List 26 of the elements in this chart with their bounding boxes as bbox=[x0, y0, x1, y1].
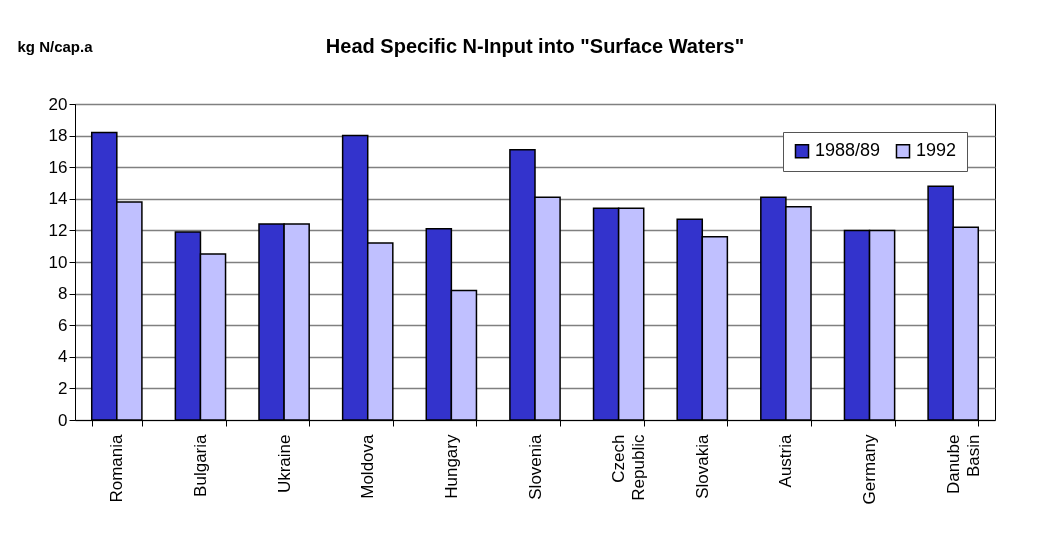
y-tick-label: 8 bbox=[58, 284, 68, 304]
chart-title: Head Specific N-Input into "Surface Waters" bbox=[325, 35, 745, 57]
x-tick-label: Slovenia bbox=[525, 433, 545, 500]
y-tick-label: 6 bbox=[58, 315, 68, 335]
y-tick-label: 0 bbox=[58, 410, 68, 430]
x-tick-label: Ukraine bbox=[274, 434, 294, 494]
y-tick-label: 4 bbox=[58, 347, 68, 367]
x-tick-label: Slovakia bbox=[692, 433, 712, 499]
x-tick-label: Danube Basin bbox=[943, 434, 983, 495]
x-tick-label: Moldova bbox=[358, 433, 378, 499]
y-tick-label: 18 bbox=[48, 126, 68, 146]
y-tick-label: 20 bbox=[48, 94, 68, 114]
legend-label: 1988/89 bbox=[815, 140, 881, 161]
y-tick-label: 12 bbox=[48, 220, 68, 240]
y-tick-label: 2 bbox=[58, 378, 68, 398]
y-tick-label: 10 bbox=[48, 252, 68, 272]
legend-label: 1992 bbox=[916, 140, 957, 161]
x-tick-label: Germany bbox=[860, 434, 880, 505]
x-tick-label: Romania bbox=[107, 433, 127, 503]
x-tick-label: Hungary bbox=[441, 434, 461, 499]
y-tick-label: 14 bbox=[48, 189, 68, 209]
y-axis-title: kg N/cap.a bbox=[17, 37, 94, 55]
x-tick-label: Austria bbox=[776, 433, 796, 488]
y-tick-label: 16 bbox=[48, 157, 68, 177]
x-tick-label: Bulgaria bbox=[190, 433, 210, 497]
x-tick-label: Czech Republic bbox=[609, 434, 649, 501]
